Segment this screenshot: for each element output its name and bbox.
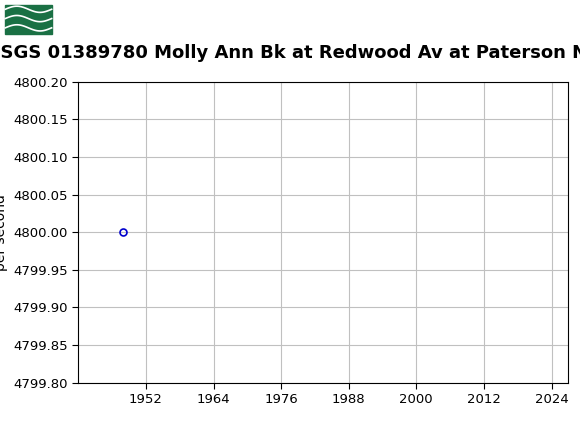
Text: USGS 01389780 Molly Ann Bk at Redwood Av at Paterson NJ: USGS 01389780 Molly Ann Bk at Redwood Av… xyxy=(0,44,580,62)
Bar xyxy=(3,3,54,36)
Text: USGS: USGS xyxy=(63,9,122,28)
Y-axis label: Annual Peak Streamflow, in cubic feet
per second: Annual Peak Streamflow, in cubic feet pe… xyxy=(0,100,8,364)
Bar xyxy=(5,5,52,34)
